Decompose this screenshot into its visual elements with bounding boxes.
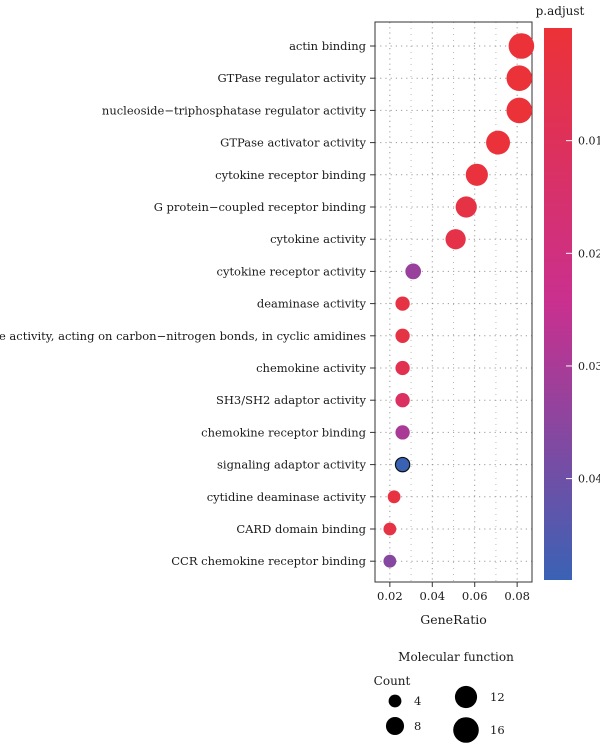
color-legend: p.adjust 0.01 0.02 0.03 0.04 [536,4,600,580]
color-legend-bar [544,28,572,580]
category-label: CARD domain binding [236,522,366,536]
size-legend: Molecular function Count 4 8 12 16 [374,650,514,743]
category-label: GTPase activator activity [220,136,366,150]
data-point [395,360,410,376]
category-label: G protein−coupled receptor binding [154,200,367,214]
category-label: cytidine deaminase activity [207,490,367,504]
size-legend-label: 12 [490,690,505,704]
x-tick-label: 0.04 [419,589,445,603]
x-ticks: 0.02 0.04 0.06 0.08 [377,582,530,603]
points [383,33,535,568]
category-label: hydrolase activity, acting on carbon−nit… [0,329,366,343]
data-point [395,296,410,311]
data-point [387,490,401,504]
data-point [395,328,410,343]
category-label: cytokine receptor binding [215,168,366,182]
size-legend-label: 8 [414,719,421,733]
category-label: cytokine receptor activity [217,264,367,278]
size-legend-circle [453,717,479,743]
size-legend-circle [388,694,402,708]
data-point [383,522,397,536]
x-tick-label: 0.06 [462,589,488,603]
size-legend-circle [454,685,478,709]
category-label: cytokine activity [270,232,366,246]
category-labels: actin binding GTPase regulator activity nu… [0,39,375,568]
size-legend-label: 4 [414,694,421,708]
color-legend-tick-label: 0.03 [578,360,600,373]
data-point [394,456,411,473]
x-tick-label: 0.08 [504,589,530,603]
data-point [486,130,511,155]
data-point [395,393,410,408]
x-axis-title: GeneRatio [420,612,487,627]
data-point [506,65,533,91]
data-point [405,263,422,280]
color-legend-tick-label: 0.04 [578,473,600,486]
color-legend-title: p.adjust [536,4,585,18]
plot-frame [374,21,533,583]
size-legend-circle [385,716,405,736]
category-label: GTPase regulator activity [218,71,367,85]
category-label: chemokine activity [256,361,366,375]
data-point [445,229,466,250]
size-legend-items: 4 8 12 16 [385,685,505,743]
data-point [383,554,397,568]
category-label: SH3/SH2 adaptor activity [216,393,367,407]
category-label: CCR chemokine receptor binding [171,554,366,568]
size-legend-title: Count [374,674,411,688]
color-legend-tick-label: 0.01 [578,135,600,148]
data-point [455,196,477,218]
color-legend-ticks: 0.01 0.02 0.03 0.04 [566,135,600,486]
category-label: deaminase activity [257,297,367,311]
data-point [508,33,535,59]
data-point [506,97,533,124]
category-label: actin binding [289,39,367,53]
category-label: nucleoside−triphosphatase regulator acti… [102,103,367,117]
size-legend-label: 16 [490,723,505,737]
size-legend-subtitle: Molecular function [398,650,514,664]
category-label: signaling adaptor activity [217,458,367,472]
category-label: chemokine receptor binding [201,425,366,439]
color-legend-tick-label: 0.02 [578,247,600,260]
x-tick-label: 0.02 [377,589,403,603]
data-point [395,425,410,440]
data-point [465,163,488,186]
